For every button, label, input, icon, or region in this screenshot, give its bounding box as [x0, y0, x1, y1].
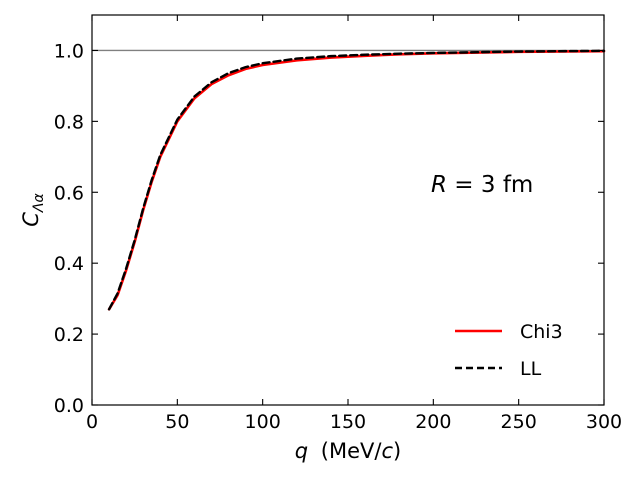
y-tick-label: 0.6: [54, 182, 84, 204]
x-tick-label: 250: [501, 411, 537, 433]
x-tick-label: 100: [245, 411, 281, 433]
y-axis-label-main: C: [19, 212, 43, 227]
y-tick-label: 0.0: [54, 395, 84, 417]
x-axis-label-close: ): [393, 439, 401, 463]
x-tick-label: 200: [415, 411, 451, 433]
plot-frame: [91, 14, 605, 406]
y-tick-label: 0.2: [54, 324, 84, 346]
x-axis-label-unit-var: c: [381, 439, 393, 463]
y-tick-label: 1.0: [54, 40, 84, 62]
y-axis-label: CΛα: [19, 192, 47, 226]
x-tick-label: 300: [586, 411, 622, 433]
legend-ll-label: LL: [520, 358, 542, 380]
x-tick-label: 50: [165, 411, 189, 433]
radius-annotation-rest: = 3 fm: [447, 172, 533, 198]
x-tick-label: 0: [86, 411, 98, 433]
y-tick-label: 0.8: [54, 111, 84, 133]
x-axis-label-rest: (MeV/: [321, 439, 383, 463]
x-axis-label-var: q: [295, 439, 308, 463]
legend: Chi3 LL: [455, 321, 563, 380]
y-tick-label: 0.4: [54, 253, 84, 275]
y-axis-label-sub: Λα: [31, 192, 47, 213]
x-axis-label: q (MeV/c): [295, 439, 401, 463]
radius-annotation: R = 3 fm: [431, 172, 533, 198]
x-tick-label: 150: [330, 411, 366, 433]
legend-chi3-label: Chi3: [520, 321, 563, 343]
series-line-ll: [107, 49, 606, 311]
radius-annotation-var: R: [431, 172, 447, 198]
